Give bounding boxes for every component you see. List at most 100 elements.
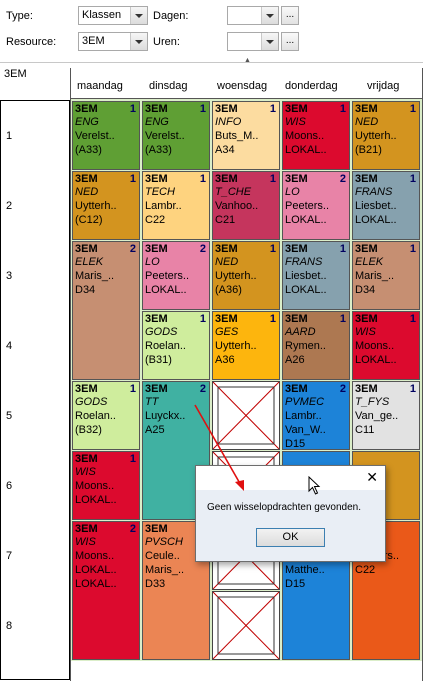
lesson-subject: PVMEC	[285, 396, 325, 408]
lesson-room: D34	[355, 284, 376, 296]
lesson-teacher: Verelst..	[75, 130, 115, 142]
lesson-num: 1	[339, 313, 346, 325]
lesson-cell[interactable]: 3EM 1 T_FYS Van_ge.. C11	[352, 381, 420, 450]
lesson-cell[interactable]: 3EM 1 WIS Moons.. LOKAL..	[282, 101, 350, 170]
lesson-teacher: Moons..	[75, 550, 115, 562]
hour-label: 7	[6, 550, 13, 562]
lesson-room: C21	[215, 214, 236, 226]
lesson-cell[interactable]: 3EM 2 PVMEC Lambr.. Van_W.. D15	[282, 381, 350, 450]
lesson-room: LOKAL..	[145, 284, 187, 296]
dagen-browse-button[interactable]: ...	[281, 6, 299, 25]
lesson-cell[interactable]: 3EM 1 INFO Buts_M.. A34	[212, 101, 280, 170]
lesson-teacher: Lambr..	[285, 410, 322, 422]
resource-select[interactable]: 3EM	[78, 32, 148, 51]
lesson-cell[interactable]: 3EM 1 AARD Rymen.. A26	[282, 311, 350, 380]
lesson-teacher: Verelst..	[145, 130, 185, 142]
lesson-code: 3EM	[145, 103, 168, 115]
ok-button[interactable]: OK	[256, 528, 325, 547]
lesson-teacher: Liesbet..	[285, 270, 327, 282]
lesson-extra: D15	[285, 578, 306, 590]
dagen-select[interactable]	[227, 6, 279, 25]
lesson-num: 1	[339, 243, 346, 255]
lesson-extra: D33	[145, 578, 166, 590]
grid-left-border	[70, 68, 71, 681]
lesson-cell[interactable]: 3EM 1 WIS Moons.. LOKAL..	[72, 451, 140, 520]
lesson-cell[interactable]: 3EM 1 ENG Verelst.. (A33)	[72, 101, 140, 170]
lesson-num: 1	[269, 173, 276, 185]
lesson-subject: GES	[215, 326, 239, 338]
header-divider	[70, 98, 423, 99]
chevron-down-icon[interactable]	[261, 7, 278, 24]
lesson-subject: NED	[355, 116, 379, 128]
lesson-cell[interactable]: 3EM 2 WIS Moons.. LOKAL.. LOKAL..	[72, 521, 140, 660]
lesson-num: 2	[199, 243, 206, 255]
chevron-down-icon[interactable]	[261, 33, 278, 50]
lesson-cell[interactable]: 3EM 1 NED Uytterh.. (A36)	[212, 241, 280, 310]
lesson-num: 2	[129, 243, 136, 255]
lesson-room: (A33)	[145, 144, 172, 156]
lesson-code: 3EM	[285, 173, 308, 185]
type-select[interactable]: Klassen	[78, 6, 148, 25]
lesson-cell[interactable]: 3EM 2 LO Peeters.. LOKAL..	[142, 241, 210, 310]
lesson-code: 3EM	[75, 243, 98, 255]
lesson-room: C22	[145, 214, 166, 226]
lesson-room: LOKAL..	[75, 494, 117, 506]
resource-title: 3EM	[4, 68, 27, 80]
lesson-num: 1	[409, 383, 416, 395]
lesson-teacher: Vanhoo..	[215, 200, 259, 212]
lesson-code: 3EM	[215, 173, 238, 185]
lesson-teacher: Buts_M..	[215, 130, 259, 142]
lesson-cell[interactable]: 3EM 1 FRANS Liesbet.. LOKAL..	[352, 171, 420, 240]
lesson-cell[interactable]: 3EM 1 NED Uytterh.. (B21)	[352, 101, 420, 170]
splitter-grip-icon[interactable]: ▲	[244, 57, 251, 64]
lesson-room: C22	[355, 564, 376, 576]
lesson-cell[interactable]: 3EM 1 ENG Verelst.. (A33)	[142, 101, 210, 170]
lesson-subject: AARD	[285, 326, 316, 338]
lesson-code: 3EM	[75, 383, 98, 395]
lesson-code: 3EM	[145, 313, 168, 325]
chevron-down-icon[interactable]	[130, 7, 147, 24]
hour-column	[0, 100, 70, 680]
lesson-num: 1	[409, 313, 416, 325]
resource-select-value: 3EM	[82, 35, 105, 47]
lesson-teacher: Uytterh..	[215, 270, 257, 282]
lesson-code: 3EM	[75, 523, 98, 535]
lesson-cell[interactable]: 3EM 2 LO Peeters.. LOKAL..	[282, 171, 350, 240]
uren-select[interactable]	[227, 32, 279, 51]
lesson-teacher: Uytterh..	[355, 130, 397, 142]
message-dialog: ✕ Geen wisselopdrachten gevonden. OK	[195, 465, 386, 562]
lesson-subject: WIS	[75, 466, 96, 478]
lesson-subject: NED	[75, 186, 99, 198]
lesson-cell[interactable]: 3EM 1 WIS Moons.. LOKAL..	[352, 311, 420, 380]
lesson-cell[interactable]: 3EM 1 GODS Roelan.. (B32)	[72, 381, 140, 450]
lesson-subject: T_FYS	[355, 396, 390, 408]
chevron-down-icon[interactable]	[130, 33, 147, 50]
day-header-donderdag: donderdag	[285, 80, 338, 92]
lesson-cell[interactable]: 3EM 1 FRANS Liesbet.. LOKAL..	[282, 241, 350, 310]
lesson-room: D34	[75, 284, 96, 296]
lesson-subject: FRANS	[285, 256, 323, 268]
lesson-cell[interactable]: 3EM 1 T_CHE Vanhoo.. C21	[212, 171, 280, 240]
lesson-cell[interactable]: 3EM 1 TECH Lambr.. C22	[142, 171, 210, 240]
lesson-cell[interactable]: 3EM 1 NED Uytterh.. (C12)	[72, 171, 140, 240]
lesson-cell[interactable]: 3EM 1 GES Uytterh.. A36	[212, 311, 280, 380]
type-select-value: Klassen	[82, 9, 122, 21]
dialog-message: Geen wisselopdrachten gevonden.	[207, 502, 361, 513]
unavailable-cell	[212, 591, 280, 660]
lesson-teacher: Peeters..	[145, 270, 190, 282]
hour-label: 3	[6, 270, 13, 282]
lesson-cell[interactable]: 3EM 1 GODS Roelan.. (B31)	[142, 311, 210, 380]
lesson-code: 3EM	[75, 103, 98, 115]
lesson-teacher: Maris_..	[355, 270, 395, 282]
lesson-cell[interactable]: 3EM 1 ELEK Maris_.. D34	[352, 241, 420, 310]
lesson-room: (A33)	[75, 144, 102, 156]
uren-browse-button[interactable]: ...	[281, 32, 299, 51]
close-icon[interactable]: ✕	[366, 469, 378, 485]
lesson-cell[interactable]: 3EM 2 ELEK Maris_.. D34	[72, 241, 140, 380]
lesson-code: 3EM	[145, 523, 168, 535]
lesson-num: 1	[199, 313, 206, 325]
lesson-subject: WIS	[355, 326, 376, 338]
hour-label: 6	[6, 480, 13, 492]
lesson-room: A26	[285, 354, 305, 366]
